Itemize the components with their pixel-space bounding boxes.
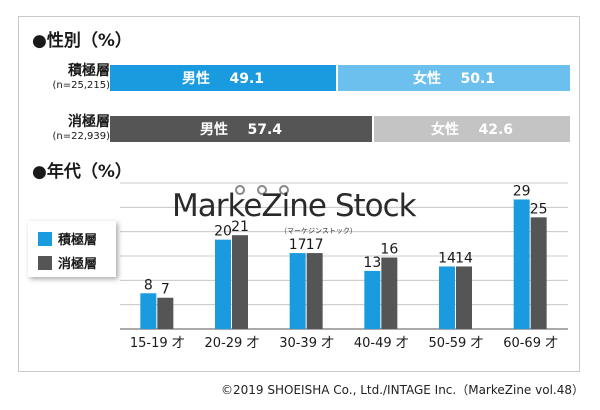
segment-female-label: 女性 42.6: [430, 122, 514, 138]
x-tick-label-2: 30-39 才: [279, 336, 334, 351]
legend-swatch-passive: [38, 255, 52, 270]
x-tick-label-3: 40-49 才: [354, 336, 409, 351]
copyright-notice: ©2019 SHOEISHA Co., Ltd./INTAGE Inc.（Mar…: [221, 383, 584, 397]
segment-male-label: 男性 57.4: [199, 122, 283, 138]
segment-female: 女性 42.6: [374, 116, 570, 142]
legend-label-passive: 消極層: [58, 257, 98, 272]
bar-passive-2: [306, 253, 323, 329]
row-label-active-name: 積極層: [68, 63, 110, 79]
data-label-active-3: 13: [363, 255, 381, 271]
x-tick-label-4: 50-59 才: [429, 336, 484, 351]
age-section-title: ●年代（%）: [32, 162, 132, 182]
data-label-passive-1: 21: [231, 219, 249, 235]
bar-passive-0: [157, 297, 174, 329]
segment-female-label: 女性 50.1: [412, 71, 496, 87]
bar-active-0: [140, 293, 157, 329]
data-label-active-2: 17: [289, 237, 307, 253]
age-legend: 積極層 消極層: [28, 221, 116, 277]
data-label-active-1: 20: [214, 224, 232, 240]
data-label-passive-0: 7: [161, 282, 170, 298]
logo-dots-icon: [235, 185, 289, 195]
data-label-active-5: 29: [513, 183, 531, 199]
x-tick-label-0: 15-19 才: [130, 336, 185, 351]
data-label-passive-5: 25: [530, 201, 548, 217]
row-label-passive-n: (n=22,939): [52, 131, 110, 142]
bar-active-3: [364, 270, 381, 329]
segment-female: 女性 50.1: [338, 65, 570, 91]
segment-male: 男性 49.1: [110, 65, 336, 91]
logo-subtext: （マーケジンストック）: [280, 227, 357, 235]
bar-passive-5: [530, 217, 547, 329]
bar-passive-4: [456, 266, 472, 329]
bar-passive-1: [232, 235, 248, 329]
row-label-active: 積極層 (n=25,215): [52, 63, 110, 92]
row-label-active-n: (n=25,215): [52, 80, 110, 91]
data-label-active-0: 8: [144, 277, 153, 293]
x-tick-label-5: 60-69 才: [503, 336, 558, 351]
bar-passive-3: [381, 257, 398, 329]
data-label-passive-2: 17: [306, 237, 324, 253]
gender-section-title: ●性別（%）: [32, 31, 132, 51]
bar-active-4: [439, 266, 455, 329]
data-label-passive-4: 14: [455, 250, 473, 266]
row-label-passive-name: 消極層: [68, 114, 110, 130]
bar-active-1: [215, 239, 231, 329]
segment-male: 男性 57.4: [110, 116, 372, 142]
row-label-passive: 消極層 (n=22,939): [52, 114, 110, 143]
legend-swatch-active: [38, 231, 52, 246]
data-label-passive-3: 16: [380, 242, 398, 258]
bar-active-5: [513, 199, 530, 329]
markezine-stock-logo: MarkeZine Stock （マーケジンストック）: [172, 185, 442, 236]
bar-active-2: [289, 253, 306, 329]
legend-item-active: 積極層: [38, 229, 97, 248]
data-label-active-4: 14: [438, 250, 456, 266]
segment-male-label: 男性 49.1: [181, 71, 265, 87]
x-tick-label-1: 20-29 才: [205, 336, 260, 351]
legend-label-active: 積極層: [58, 233, 98, 248]
logo-text: MarkeZine Stock: [172, 188, 417, 224]
legend-item-passive: 消極層: [38, 253, 97, 272]
